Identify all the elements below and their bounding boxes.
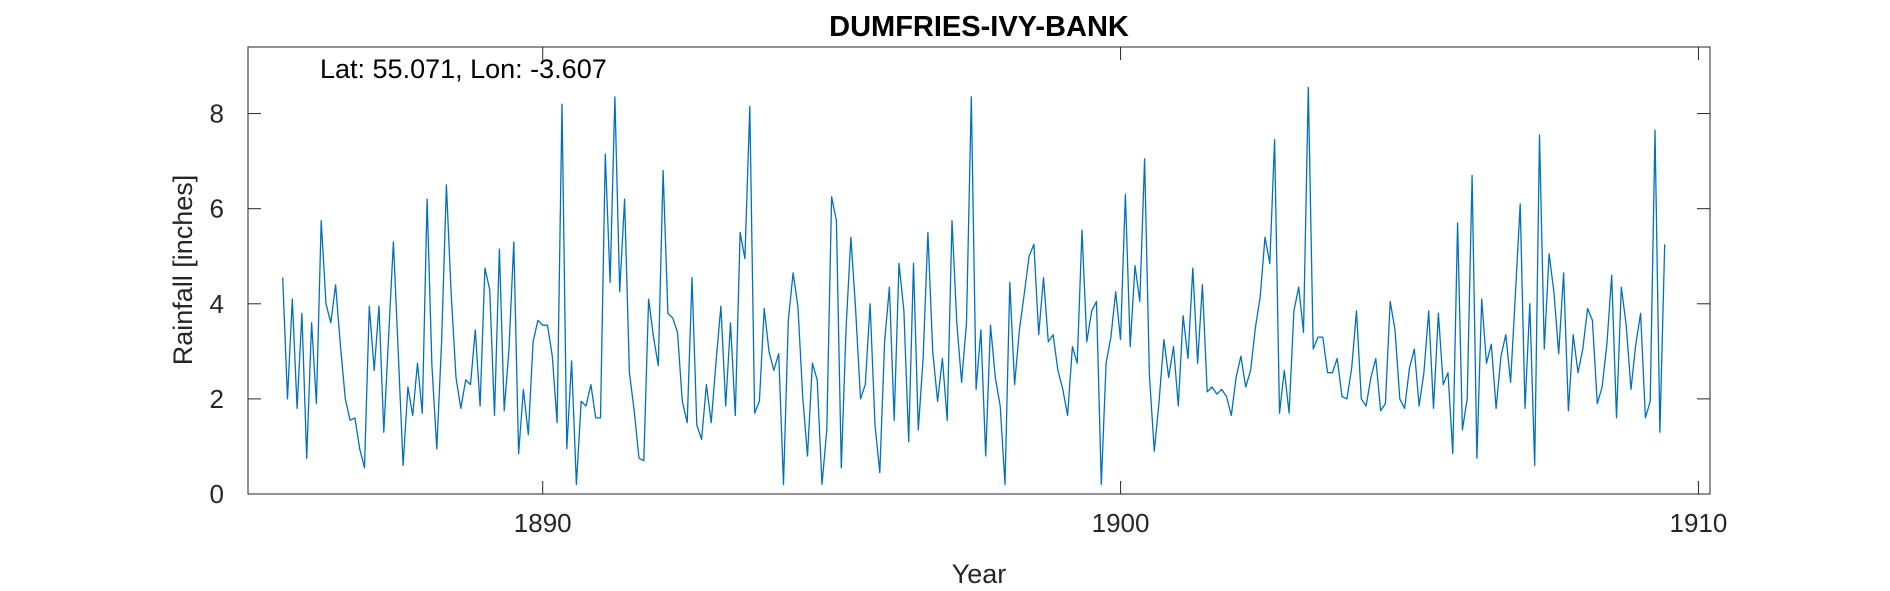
x-tick-labels: 1890 1900 1910 <box>514 508 1728 538</box>
x-tick-label: 1900 <box>1092 508 1150 538</box>
location-annotation: Lat: 55.071, Lon: -3.607 <box>320 54 607 84</box>
y-tick-label: 6 <box>210 194 224 224</box>
y-tick-label: 8 <box>210 99 224 129</box>
rainfall-series-line <box>282 86 1666 486</box>
x-axis-label: Year <box>952 559 1007 589</box>
y-tick-label: 2 <box>210 384 224 414</box>
chart-title: DUMFRIES-IVY-BANK <box>829 11 1129 43</box>
x-tick-label: 1910 <box>1670 508 1728 538</box>
y-tick-label: 0 <box>210 479 224 509</box>
y-tick-label: 4 <box>210 289 224 319</box>
y-axis-label: Rainfall [inches] <box>168 175 198 366</box>
plot-frame <box>247 46 1711 495</box>
y-tick-labels: 0 2 4 6 8 <box>210 99 224 509</box>
plot-area <box>248 47 1710 494</box>
x-tick-label: 1890 <box>514 508 572 538</box>
tick-marks <box>248 47 1710 495</box>
